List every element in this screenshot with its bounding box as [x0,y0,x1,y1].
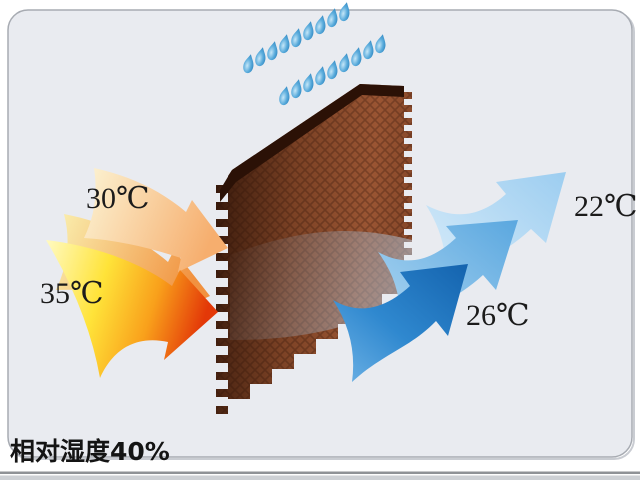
bottom-strip-highlight [0,470,640,472]
pad-top-edge [220,84,404,202]
cool-air-arrow-26 [333,264,468,382]
inlet-temp-upper-label: 30℃ [86,182,150,215]
relative-humidity-label: 相对湿度40% [10,437,170,466]
inlet-temp-lower-label: 35℃ [40,277,104,310]
hot-air-arrow-35 [46,240,218,378]
bottom-strip-dark [0,471,640,474]
hot-air-arrows [46,168,228,378]
bottom-strip-gray [0,475,640,480]
bottom-strip-light [0,474,640,476]
outlet-temp-lower-label: 26℃ [466,299,530,332]
cool-air-arrows [333,172,566,382]
hot-air-arrow-30 [84,168,228,272]
outlet-temp-upper-label: 22℃ [574,190,638,223]
